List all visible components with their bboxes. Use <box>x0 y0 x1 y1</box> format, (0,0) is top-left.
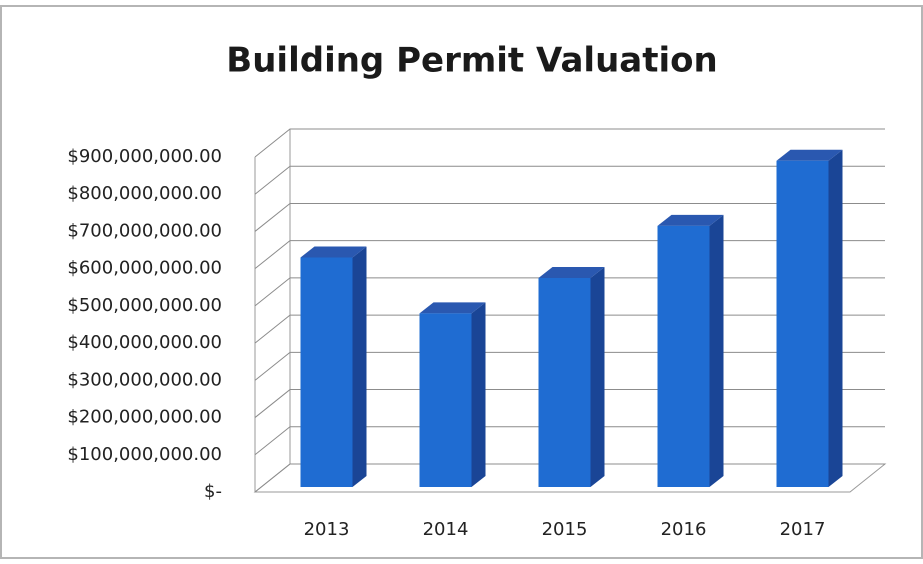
bar-front <box>538 277 591 487</box>
bar-side <box>709 214 724 487</box>
x-tick-label: 2014 <box>423 519 469 540</box>
y-tick-label: $300,000,000.00 <box>67 369 222 390</box>
bar-top <box>538 266 605 278</box>
bar <box>300 246 367 487</box>
y-tick-label: $500,000,000.00 <box>67 295 222 316</box>
bar-top <box>419 302 486 314</box>
y-tick-label: $- <box>204 481 222 502</box>
bar-front <box>300 257 353 487</box>
bar <box>657 214 724 487</box>
bar-top <box>776 149 843 161</box>
y-tick-label: $900,000,000.00 <box>67 146 222 167</box>
plot-area: $- $100,000,000.00 $200,000,000.00 $300,000… <box>67 128 887 540</box>
bar-front <box>419 313 472 487</box>
y-tick-label: $200,000,000.00 <box>67 407 222 428</box>
y-tick-label: $700,000,000.00 <box>67 220 222 241</box>
chart-title: Building Permit Valuation <box>226 41 717 81</box>
x-tick-label: 2013 <box>304 519 350 540</box>
x-tick-label: 2015 <box>542 519 588 540</box>
bar <box>538 266 605 487</box>
bar-side <box>471 302 486 487</box>
y-tick-label: $800,000,000.00 <box>67 183 222 204</box>
y-tick-label: $600,000,000.00 <box>67 258 222 279</box>
x-tick-label: 2017 <box>780 519 826 540</box>
bar-top <box>657 214 724 226</box>
y-tick-label: $400,000,000.00 <box>67 332 222 353</box>
grid-line <box>254 165 885 195</box>
bar-side <box>590 266 605 487</box>
bar-front <box>776 160 829 487</box>
x-tick-label: 2016 <box>661 519 707 540</box>
bar-top <box>300 246 367 258</box>
grid-line <box>254 202 885 232</box>
bar <box>776 149 843 487</box>
grid-line <box>254 128 885 158</box>
bar <box>419 302 486 487</box>
bar-side <box>828 149 843 487</box>
bar-side <box>352 246 367 487</box>
bar-front <box>657 225 710 487</box>
y-tick-label: $100,000,000.00 <box>67 444 222 465</box>
